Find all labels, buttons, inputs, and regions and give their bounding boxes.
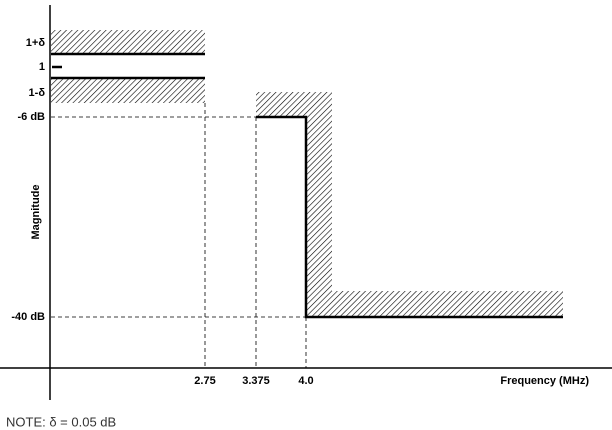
y-label: 1-δ xyxy=(29,87,46,99)
stopband-limit xyxy=(256,115,563,319)
transition-edge-tolerance xyxy=(306,117,332,317)
note: NOTE: δ = 0.05 dB xyxy=(6,414,116,429)
y-label: 1+δ xyxy=(26,37,46,49)
stopband-tolerance xyxy=(306,291,563,317)
y-label: -6 dB xyxy=(18,111,46,123)
passband-upper-tolerance xyxy=(51,30,205,54)
y-label: 1 xyxy=(39,61,45,73)
transition-tolerance xyxy=(256,92,332,117)
x-label: 4.0 xyxy=(298,375,313,387)
passband-lower-tolerance xyxy=(51,78,205,103)
y-label: -40 dB xyxy=(11,311,45,323)
x-axis-title: Frequency (MHz) xyxy=(500,375,589,387)
x-label: 3.375 xyxy=(242,375,270,387)
y-axis-title: Magnitude xyxy=(30,185,42,240)
x-label: 2.75 xyxy=(194,375,215,387)
